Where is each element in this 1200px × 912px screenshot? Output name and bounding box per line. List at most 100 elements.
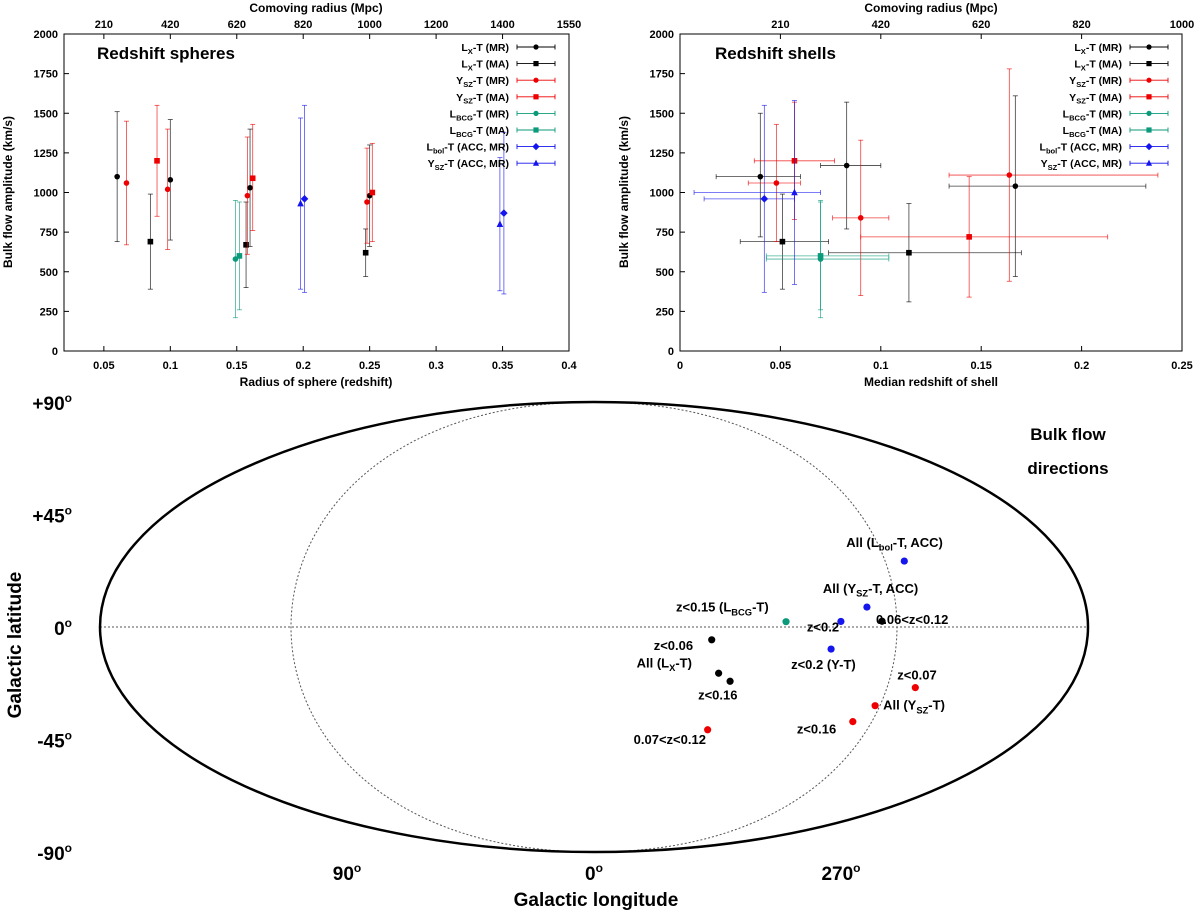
top-tick-label: 210 xyxy=(95,19,113,31)
data-point xyxy=(773,180,780,186)
legend-marker xyxy=(533,77,539,83)
y-tick-label: 750 xyxy=(656,227,674,239)
label-part: 270 xyxy=(821,864,853,885)
series xyxy=(154,104,376,243)
degree-mark: o xyxy=(65,504,72,518)
legend-label: LBCG-T (MA) xyxy=(1063,125,1122,139)
meridian-270-gridline xyxy=(593,401,898,853)
label-part: L xyxy=(461,42,468,54)
label-part: L xyxy=(1074,42,1081,54)
x-tick-label: 0.25 xyxy=(359,360,380,372)
label-subscript: X xyxy=(468,47,473,56)
label-part: -T) xyxy=(675,655,692,670)
sky-point: z<0.15 (LBCG-T) xyxy=(676,600,790,626)
sky-point-marker xyxy=(837,617,845,626)
data-point xyxy=(147,238,154,245)
legend-label: YSZ-T (MA) xyxy=(456,92,509,106)
label-part: -T (ACC, MR) xyxy=(444,158,509,170)
series xyxy=(703,104,795,293)
sky-point-label: All (YSZ-T) xyxy=(883,698,945,716)
legend-marker xyxy=(1146,77,1152,83)
series xyxy=(297,117,504,292)
y-tick-label: 250 xyxy=(656,306,674,318)
label-part: -90 xyxy=(37,844,64,865)
label-part: -T (ACC, MR) xyxy=(444,142,509,154)
sky-point-label: z<0.16 xyxy=(797,722,836,737)
label-part: -T, ACC) xyxy=(893,535,943,550)
sky-map-y-label: Galactic latitude xyxy=(5,572,26,719)
sky-point-marker xyxy=(708,636,716,644)
label-subscript: SZ xyxy=(1076,80,1086,89)
label-part: -T (MR) xyxy=(1086,42,1122,54)
y-tick-label: 1750 xyxy=(650,69,674,81)
x-tick-label: 0.15 xyxy=(226,360,247,372)
label-part: z<0.15 (L xyxy=(676,600,731,615)
sky-point-label: z<0.2 (Y-T) xyxy=(791,657,856,672)
legend-label: LX-T (MR) xyxy=(1074,42,1122,56)
y-tick-label: 2000 xyxy=(650,29,674,41)
x-tick-label: 0.1 xyxy=(873,360,888,372)
sky-map-points: All (Lbol-T, ACC)All (YSZ-T, ACC)z<0.2z<… xyxy=(634,535,949,747)
spheres-legend: LX-T (MR)LX-T (MA)YSZ-T (MR)YSZ-T (MA)LB… xyxy=(427,42,556,172)
sky-boundary-ellipse xyxy=(98,400,1090,854)
label-part: 0 xyxy=(54,619,65,640)
label-subscript: SZ xyxy=(1076,97,1086,106)
y-tick-label: 1000 xyxy=(34,188,58,200)
label-part: -T) xyxy=(752,600,769,615)
sky-point-label: z<0.15 (LBCG-T) xyxy=(676,600,769,618)
latitude-tick-label: 0o xyxy=(54,616,72,640)
legend-marker xyxy=(533,94,539,100)
latitude-tick-label: -90o xyxy=(37,841,72,865)
degree-mark: o xyxy=(65,841,72,855)
label-part: -T (MR) xyxy=(473,75,509,87)
data-point xyxy=(791,188,798,196)
legend-label: Lbol-T (ACC, MR) xyxy=(1040,142,1122,156)
label-part: All (Y xyxy=(883,698,917,713)
sky-point-marker xyxy=(726,677,734,685)
series xyxy=(765,201,890,311)
series xyxy=(147,193,369,290)
legend-marker xyxy=(533,127,539,133)
legend-label: YSZ-T (ACC, MR) xyxy=(428,158,509,172)
y-tick-label: 0 xyxy=(52,346,58,358)
series xyxy=(715,95,1147,277)
label-subscript: X xyxy=(1081,47,1086,56)
y-tick-label: 1000 xyxy=(650,188,674,200)
label-subscript: X xyxy=(669,663,676,673)
label-subscript: bol xyxy=(433,147,444,156)
label-subscript: SZ xyxy=(1048,163,1058,172)
label-part: L xyxy=(1074,59,1081,71)
legend-marker xyxy=(533,44,539,50)
shells-top-axis-label: Comoving radius (Mpc) xyxy=(864,1,997,15)
label-part: L xyxy=(450,125,457,137)
top-tick-label: 820 xyxy=(1072,19,1090,31)
legend-marker xyxy=(1146,127,1152,133)
top-tick-label: 1400 xyxy=(490,19,514,31)
spheres-data xyxy=(114,104,508,319)
spheres-x-label: Radius of sphere (redshift) xyxy=(240,375,393,389)
sky-point-marker xyxy=(715,669,723,677)
sky-point-label: 0.07<z<0.12 xyxy=(634,732,706,747)
latitude-tick-label: -45o xyxy=(37,729,72,753)
top-tick-label: 820 xyxy=(294,19,312,31)
y-tick-label: 750 xyxy=(40,227,58,239)
y-tick-label: 250 xyxy=(40,306,58,318)
top-tick-label: 1000 xyxy=(357,19,381,31)
top-tick-label: 620 xyxy=(228,19,246,31)
label-part: -T, ACC) xyxy=(868,581,918,596)
label-part: 90 xyxy=(333,864,354,885)
data-point xyxy=(1012,183,1019,189)
x-tick-label: 0.05 xyxy=(770,360,791,372)
label-part: All (L xyxy=(846,535,879,550)
legend-marker xyxy=(533,61,539,67)
sky-point-label: z<0.07 xyxy=(897,668,936,683)
sky-point-marker xyxy=(782,618,790,626)
label-subscript: BCG xyxy=(731,607,752,617)
data-point xyxy=(123,180,130,186)
label-subscript: SZ xyxy=(856,589,868,599)
label-part: -T (MA) xyxy=(473,92,509,104)
data-point xyxy=(300,195,309,203)
label-part: L xyxy=(1063,108,1070,120)
